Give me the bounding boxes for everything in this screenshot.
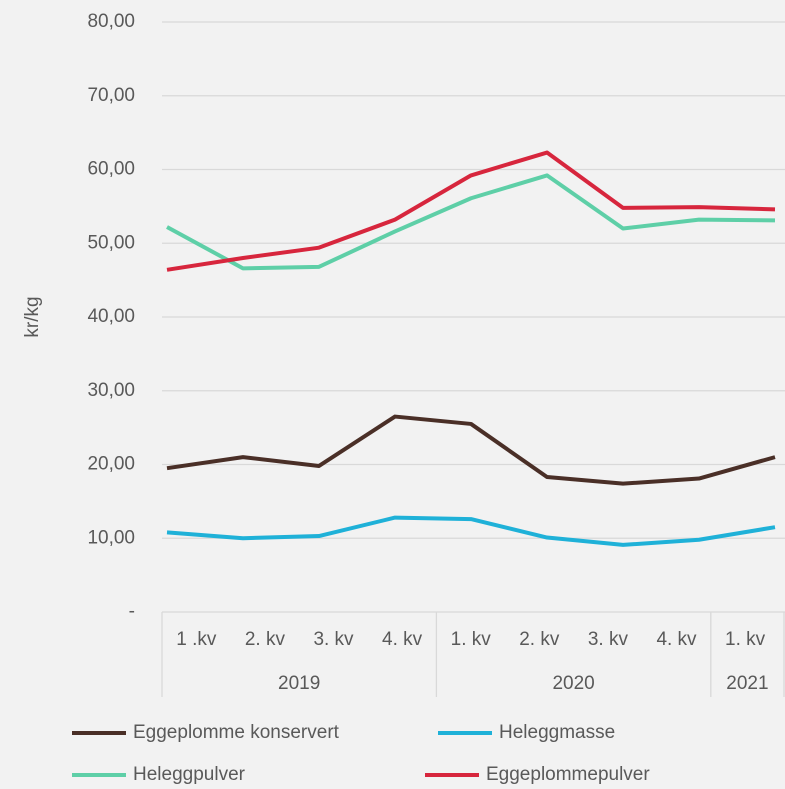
legend-label: Eggeplomme konservert (133, 722, 340, 743)
y-tick-label: 30,00 (87, 380, 135, 401)
y-tick-label: - (129, 601, 135, 622)
legend-label: Eggeplommepulver (486, 764, 650, 785)
y-tick-label: 60,00 (87, 159, 135, 180)
x-group-label: 2020 (552, 673, 594, 694)
series-line (166, 150, 776, 272)
series-line (166, 414, 776, 486)
x-tick-label: 1. kv (451, 629, 492, 650)
y-tick-label: 20,00 (87, 454, 135, 475)
legend-label: Heleggpulver (133, 764, 246, 785)
series-line (166, 515, 776, 547)
x-tick-label: 2. kv (519, 629, 560, 650)
y-tick-label: 10,00 (87, 527, 135, 548)
y-tick-label: 70,00 (87, 85, 135, 106)
x-tick-label: 1 .kv (176, 629, 217, 650)
y-tick-label: 80,00 (87, 11, 135, 32)
legend-label: Heleggmasse (499, 722, 615, 743)
x-tick-label: 3. kv (588, 629, 629, 650)
x-tick-label: 4. kv (656, 629, 697, 650)
x-tick-label: 1. kv (725, 629, 766, 650)
x-tick-label: 3. kv (313, 629, 354, 650)
x-group-label: 2019 (278, 673, 320, 694)
y-tick-label: 50,00 (87, 232, 135, 253)
y-axis-label: kr/kg (22, 296, 43, 337)
x-group-label: 2021 (726, 673, 768, 694)
x-tick-label: 4. kv (382, 629, 423, 650)
series-line (166, 173, 776, 271)
x-tick-label: 2. kv (245, 629, 286, 650)
y-tick-label: 40,00 (87, 306, 135, 327)
